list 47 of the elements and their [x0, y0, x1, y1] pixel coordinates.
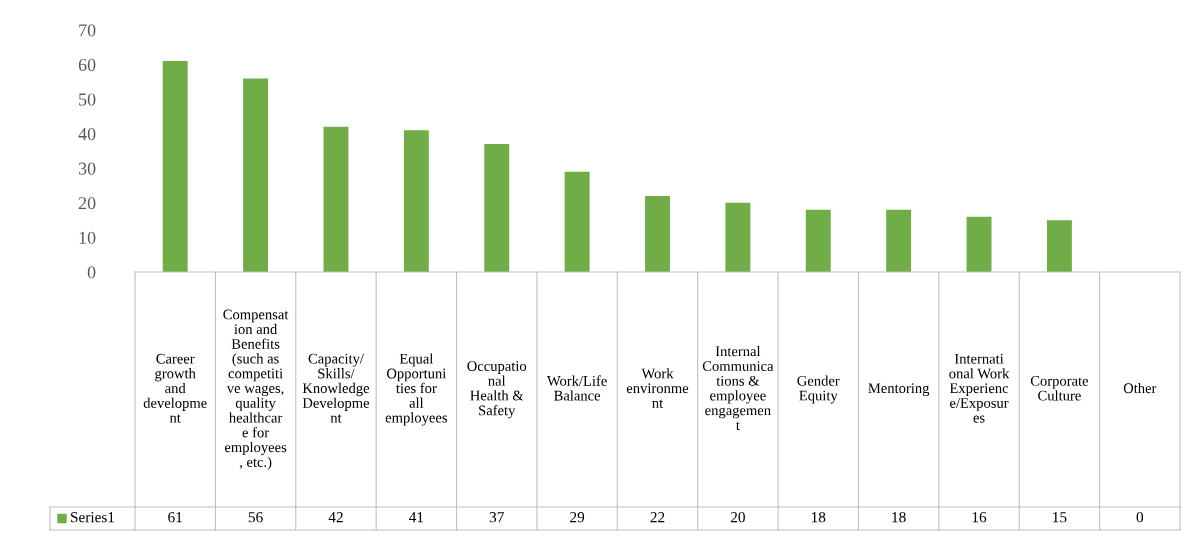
bar	[323, 126, 349, 272]
bar	[725, 202, 751, 272]
bar	[162, 61, 188, 272]
y-tick-label: 60	[78, 58, 96, 72]
data-label: 41	[409, 512, 424, 523]
data-label: 18	[892, 512, 906, 523]
legend-label: Series1	[71, 512, 115, 523]
y-tick-label: 20	[78, 197, 96, 210]
x-tick-label: Work/Life Balance	[546, 375, 607, 401]
x-tick-label: Occupational Health & Safety	[467, 361, 527, 419]
data-label: 0	[1136, 512, 1144, 523]
x-tick-label: Internal Communications & employee engagement	[702, 345, 774, 431]
data-label: 29	[570, 512, 585, 523]
bar	[805, 209, 831, 272]
x-tick-label: Gender Equity	[797, 375, 840, 404]
x-tick-label: Capacity/ Skills/ Knowledge Development	[302, 353, 370, 423]
data-label: 56	[248, 512, 263, 523]
y-tick-label: 50	[79, 93, 96, 106]
x-tick-label: Mentoring	[868, 383, 930, 397]
category-label: Compensation and Benefits (such as competitive wages, quality healthcare for employees, etc.)	[223, 309, 289, 470]
data-label: 18	[811, 512, 826, 523]
y-tick-label: 40	[78, 127, 96, 141]
data-label: 20	[730, 512, 745, 523]
bar	[645, 195, 670, 272]
data-label: 15	[1053, 512, 1067, 523]
data-label: 22	[650, 512, 665, 523]
data-label: 61	[168, 512, 182, 523]
y-tick-label: 70	[79, 24, 96, 37]
x-tick-label: Equal Opportunities for all employees	[385, 353, 447, 426]
bar	[886, 209, 912, 272]
data-label: 42	[328, 512, 343, 523]
bar	[564, 171, 590, 272]
x-tick-label: Corporate Culture	[1030, 375, 1089, 401]
bar	[966, 216, 992, 272]
bar	[403, 130, 429, 272]
data-label: 37	[489, 512, 504, 523]
x-tick-label: International Work Experience/Exposures	[949, 353, 1010, 423]
bar	[484, 144, 510, 272]
data-label: 16	[972, 512, 987, 523]
x-tick-label: Career growth and development	[143, 353, 207, 423]
bar	[243, 78, 269, 272]
x-tick-label: Other	[1123, 382, 1157, 394]
y-tick-label: 30	[78, 162, 96, 175]
y-tick-label: 10	[79, 231, 96, 244]
y-tick-label: 0	[87, 266, 96, 279]
x-tick-label: Work environment	[626, 368, 689, 408]
bar	[1046, 220, 1072, 272]
